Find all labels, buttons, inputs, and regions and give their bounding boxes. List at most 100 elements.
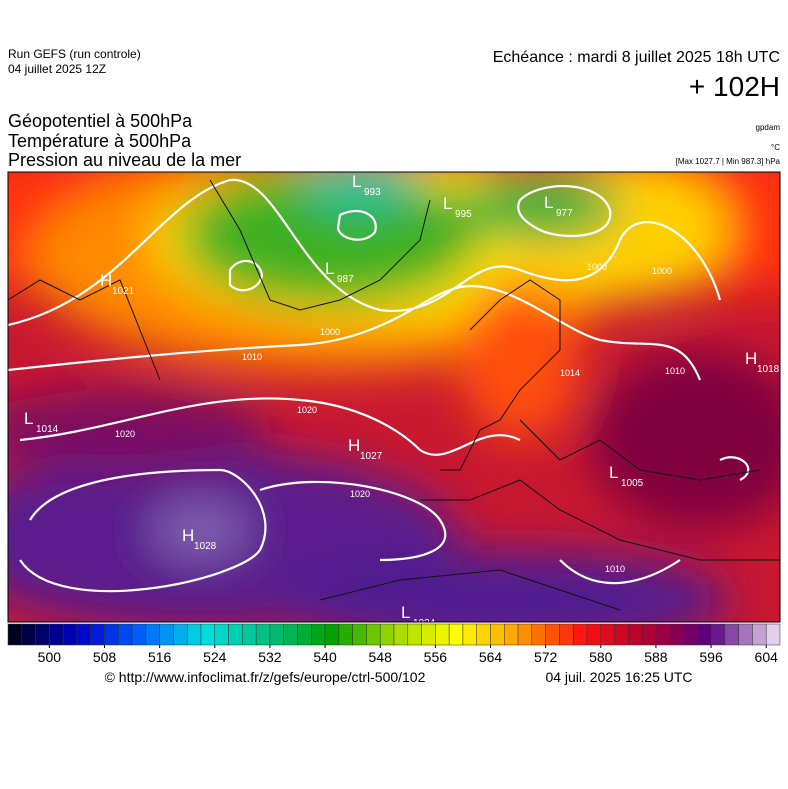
color-swatch: [62, 623, 78, 646]
color-swatch: [765, 623, 781, 646]
color-swatch: [7, 623, 23, 646]
color-swatch: [614, 623, 629, 646]
color-swatch: [710, 623, 726, 646]
color-swatch: [214, 623, 229, 646]
color-swatch: [269, 623, 284, 646]
color-swatch: [131, 623, 147, 646]
color-swatch: [90, 623, 105, 646]
isobar-label: 1010: [605, 564, 625, 574]
color-swatch: [104, 623, 119, 646]
colorbar-tick-label: 564: [479, 649, 503, 665]
isobar-label: 1020: [350, 489, 370, 499]
system-pressure: 1018: [757, 364, 780, 375]
unit: gpdam: [756, 123, 781, 132]
color-swatch: [476, 623, 491, 646]
colorbar-tick-label: 556: [424, 649, 448, 665]
color-swatch: [655, 623, 670, 646]
isobar-label: 1020: [297, 405, 317, 415]
system-pressure: 987: [337, 274, 354, 285]
color-swatch: [366, 623, 381, 646]
color-swatch: [118, 623, 133, 646]
system-kind: L: [325, 259, 334, 278]
color-swatch: [435, 623, 450, 646]
color-swatch: [255, 623, 271, 646]
color-swatch: [338, 623, 353, 646]
field-name: Géopotentiel à 500hPa: [8, 111, 193, 131]
color-swatch: [228, 623, 243, 646]
system-pressure: 1027: [360, 451, 383, 462]
color-swatch: [324, 623, 340, 646]
color-swatch: [159, 623, 174, 646]
color-swatch: [21, 623, 36, 646]
field-name: Température à 500hPa: [8, 131, 192, 151]
isobar-label: 1010: [665, 366, 685, 376]
system-kind: H: [745, 349, 757, 368]
color-swatch: [504, 623, 519, 646]
color-swatch: [641, 623, 657, 646]
isobar-label: 1010: [242, 352, 262, 362]
isobar-label: 1020: [115, 429, 135, 439]
system-pressure: 1024: [413, 618, 436, 629]
color-swatch: [669, 623, 684, 646]
isobar-label: 1000: [587, 262, 607, 272]
color-swatch: [379, 623, 395, 646]
unit: [Max 1027.7 | Min 987.3] hPa: [676, 157, 781, 166]
color-swatch: [421, 623, 436, 646]
color-swatch: [145, 623, 160, 646]
system-kind: H: [348, 436, 360, 455]
colorbar-tick-label: 532: [258, 649, 282, 665]
color-swatch: [572, 623, 588, 646]
system-kind: L: [544, 193, 553, 212]
color-swatch: [311, 623, 326, 646]
colorbar-tick-label: 500: [38, 649, 62, 665]
map: L993L995L977H1021L987H1018L1014H1027L100…: [8, 172, 780, 629]
system-kind: L: [24, 409, 33, 428]
colorbar-tick-label: 596: [699, 649, 723, 665]
colorbar-tick-label: 540: [313, 649, 337, 665]
isobar-label: 1000: [320, 327, 340, 337]
color-swatch: [242, 623, 257, 646]
lead-time: + 102H: [689, 71, 780, 102]
system-kind: H: [100, 271, 112, 290]
system-pressure: 993: [364, 187, 381, 198]
system-pressure: 1014: [36, 424, 59, 435]
color-swatch: [600, 623, 615, 646]
system-pressure: 1028: [194, 541, 217, 552]
system-kind: L: [401, 603, 410, 622]
colorbar-tick-label: 588: [644, 649, 668, 665]
colorbar-tick-label: 572: [534, 649, 558, 665]
color-swatch: [697, 623, 712, 646]
valid-time: Echéance : mardi 8 juillet 2025 18h UTC: [493, 49, 780, 66]
color-swatch: [76, 623, 91, 646]
isobar-label: 1000: [652, 266, 672, 276]
color-swatch: [393, 623, 409, 646]
color-swatch: [462, 623, 477, 646]
color-swatch: [559, 623, 574, 646]
color-swatch: [407, 623, 422, 646]
color-swatch: [531, 623, 546, 646]
color-swatch: [200, 623, 216, 646]
color-swatch: [517, 623, 533, 646]
source: © http://www.infoclimat.fr/z/gefs/europe…: [105, 669, 426, 685]
run-date: 04 juillet 2025 12Z: [8, 62, 106, 76]
color-swatch: [448, 623, 464, 646]
map-frame: [7, 171, 781, 623]
system-pressure: 977: [556, 208, 573, 219]
generated: 04 juil. 2025 16:25 UTC: [545, 669, 692, 685]
color-swatch: [49, 623, 64, 646]
color-swatch: [297, 623, 312, 646]
system-pressure: 995: [455, 209, 472, 220]
color-swatch: [752, 623, 767, 646]
color-swatch: [490, 623, 505, 646]
colorbar-tick-label: 524: [203, 649, 227, 665]
color-swatch: [186, 623, 202, 646]
system-kind: H: [182, 526, 194, 545]
color-swatch: [352, 623, 367, 646]
color-swatch: [283, 623, 298, 646]
colorbar-tick-label: 516: [148, 649, 172, 665]
colorbar-tick-label: 604: [755, 649, 779, 665]
system-pressure: 1021: [112, 286, 135, 297]
system-pressure: 1005: [621, 478, 644, 489]
color-swatch: [738, 623, 753, 646]
color-swatch: [586, 623, 602, 646]
